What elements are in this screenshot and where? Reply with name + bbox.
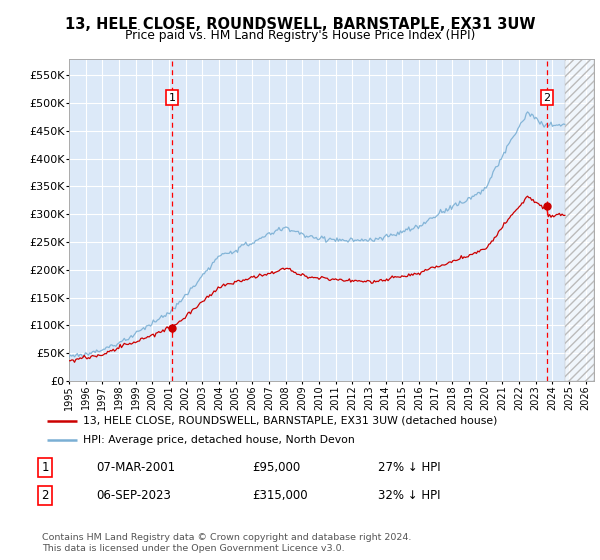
Bar xyxy=(565,59,594,381)
Text: Contains HM Land Registry data © Crown copyright and database right 2024.
This d: Contains HM Land Registry data © Crown c… xyxy=(42,533,412,553)
Text: 13, HELE CLOSE, ROUNDSWELL, BARNSTAPLE, EX31 3UW: 13, HELE CLOSE, ROUNDSWELL, BARNSTAPLE, … xyxy=(65,17,535,32)
Text: 07-MAR-2001: 07-MAR-2001 xyxy=(96,461,175,474)
Text: 1: 1 xyxy=(169,92,175,102)
Text: Price paid vs. HM Land Registry's House Price Index (HPI): Price paid vs. HM Land Registry's House … xyxy=(125,29,475,42)
Text: 1: 1 xyxy=(41,461,49,474)
Text: HPI: Average price, detached house, North Devon: HPI: Average price, detached house, Nort… xyxy=(83,435,355,445)
Text: 27% ↓ HPI: 27% ↓ HPI xyxy=(378,461,440,474)
Text: 2: 2 xyxy=(544,92,551,102)
Text: 13, HELE CLOSE, ROUNDSWELL, BARNSTAPLE, EX31 3UW (detached house): 13, HELE CLOSE, ROUNDSWELL, BARNSTAPLE, … xyxy=(83,416,497,426)
Bar xyxy=(565,59,594,381)
Text: 06-SEP-2023: 06-SEP-2023 xyxy=(96,489,171,502)
Text: £315,000: £315,000 xyxy=(252,489,308,502)
Text: £95,000: £95,000 xyxy=(252,461,300,474)
Text: 32% ↓ HPI: 32% ↓ HPI xyxy=(378,489,440,502)
Text: 2: 2 xyxy=(41,489,49,502)
